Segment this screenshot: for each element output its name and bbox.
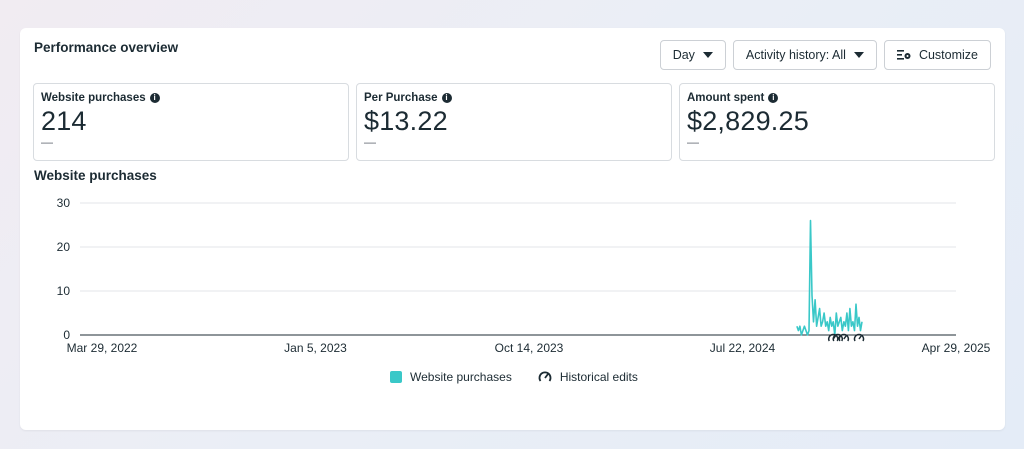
y-tick-label: 0 (63, 328, 70, 342)
x-tick-label: Jan 5, 2023 (284, 341, 347, 355)
metric-label-row: Per Purchase i (364, 92, 664, 104)
metric-delta: — (364, 135, 376, 149)
metric-label: Amount spent (687, 92, 765, 104)
metric-delta: — (41, 135, 53, 149)
page-title: Performance overview (34, 40, 179, 55)
website-purchases-chart: 0 10 20 30 Mar 29, 2022 Jan 5, 2023 Oct 14, 20… (57, 196, 991, 355)
metric-card-website-purchases[interactable]: Website purchases i 214 — (33, 83, 349, 161)
legend-label: Historical edits (559, 370, 638, 384)
x-tick-label: Oct 14, 2023 (495, 341, 564, 355)
metric-card-per-purchase[interactable]: Per Purchase i $13.22 — (356, 83, 672, 161)
historical-edit-marker[interactable] (853, 333, 865, 342)
performance-card: Performance overview Day Activity histor… (20, 28, 1005, 430)
day-dropdown[interactable]: Day (659, 40, 726, 70)
metric-label-row: Website purchases i (41, 92, 341, 104)
caret-down-icon (853, 52, 864, 58)
gauge-icon (538, 371, 552, 382)
legend-item-website-purchases[interactable]: Website purchases (390, 370, 512, 384)
info-icon[interactable]: i (149, 93, 160, 103)
legend-label: Website purchases (410, 370, 512, 384)
historical-edit-marker[interactable] (838, 333, 850, 342)
customize-label: Customize (918, 48, 978, 62)
metric-label-row: Amount spent i (687, 92, 987, 104)
metric-delta: — (687, 135, 699, 149)
legend-swatch (390, 371, 402, 383)
x-tick-label: Jul 22, 2024 (710, 341, 776, 355)
metrics-row: Website purchases i 214 — Per Purchase i… (33, 83, 995, 161)
activity-history-dropdown[interactable]: Activity history: All (732, 40, 877, 70)
x-tick-label: Apr 29, 2025 (922, 341, 991, 355)
caret-down-icon (702, 52, 713, 58)
info-icon[interactable]: i (441, 93, 452, 103)
metric-label: Per Purchase (364, 92, 438, 104)
chart-legend: Website purchases Historical edits (390, 370, 638, 384)
metric-value: 214 (41, 106, 87, 136)
columns-settings-icon (896, 50, 911, 60)
metric-value: $2,829.25 (687, 106, 809, 136)
y-tick-label: 10 (57, 284, 71, 298)
metric-card-amount-spent[interactable]: Amount spent i $2,829.25 — (679, 83, 995, 161)
chart-title: Website purchases (34, 168, 157, 183)
toolbar: Day Activity history: All Customize (659, 40, 991, 70)
series-line-website-purchases (796, 219, 863, 336)
legend-item-historical-edits[interactable]: Historical edits (538, 370, 638, 384)
metric-label: Website purchases (41, 92, 146, 104)
activity-history-label: Activity history: All (745, 48, 846, 62)
y-tick-label: 30 (57, 196, 71, 210)
metric-value: $13.22 (364, 106, 448, 136)
customize-button[interactable]: Customize (883, 40, 991, 70)
y-tick-label: 20 (57, 240, 71, 254)
info-icon[interactable]: i (768, 93, 779, 103)
day-dropdown-label: Day (672, 48, 695, 62)
x-tick-label: Mar 29, 2022 (67, 341, 138, 355)
